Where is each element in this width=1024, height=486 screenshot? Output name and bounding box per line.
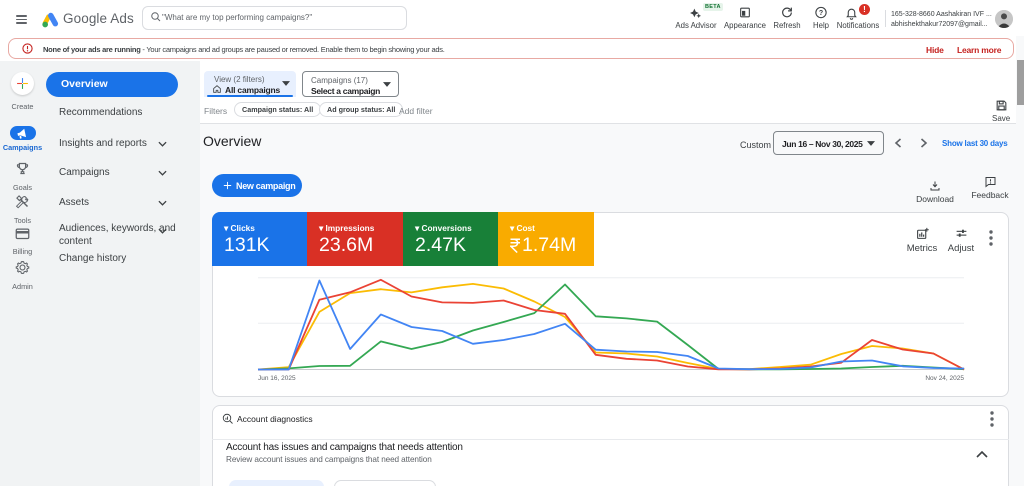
svg-text:Nov 24, 2025: Nov 24, 2025 <box>925 375 964 382</box>
svg-text:Jun 16, 2025: Jun 16, 2025 <box>258 375 296 382</box>
svg-text:?: ? <box>819 10 823 17</box>
